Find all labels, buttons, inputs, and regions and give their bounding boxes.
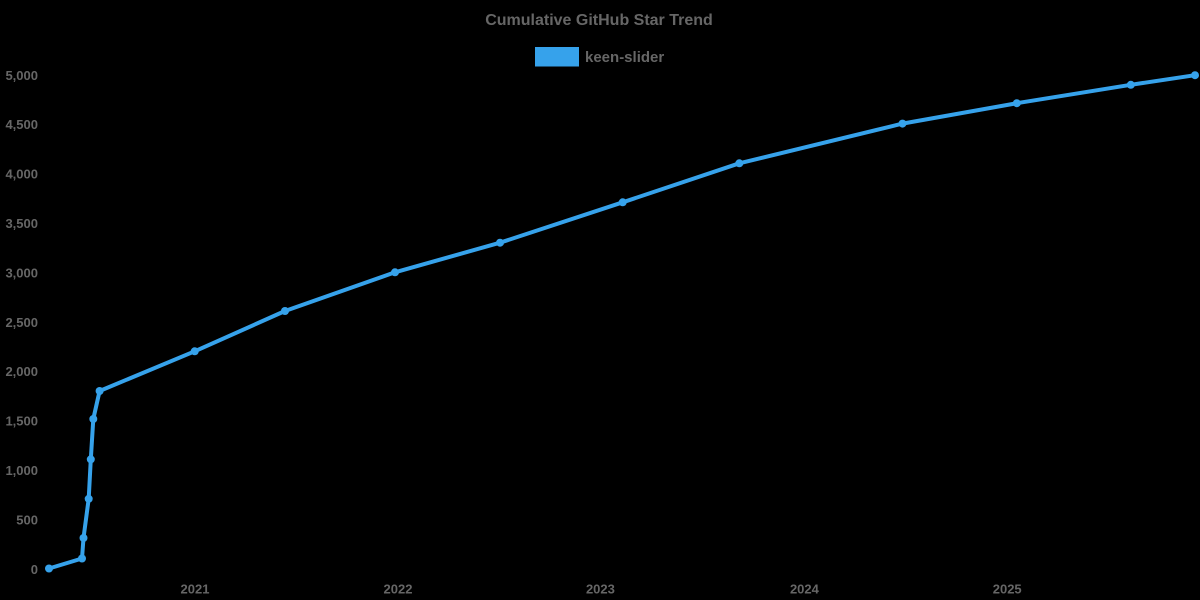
svg-text:4,000: 4,000 — [5, 167, 38, 182]
svg-text:2021: 2021 — [181, 581, 210, 596]
svg-text:1,000: 1,000 — [5, 463, 38, 478]
svg-text:Cumulative GitHub Star Trend: Cumulative GitHub Star Trend — [485, 12, 713, 29]
svg-text:2,000: 2,000 — [5, 364, 38, 379]
svg-text:2023: 2023 — [586, 581, 615, 596]
svg-text:2025: 2025 — [993, 581, 1022, 596]
svg-text:2024: 2024 — [790, 581, 820, 596]
svg-text:1,500: 1,500 — [5, 414, 38, 429]
svg-text:3,500: 3,500 — [5, 216, 38, 231]
svg-text:0: 0 — [31, 562, 38, 577]
svg-text:keen-slider: keen-slider — [585, 49, 664, 66]
svg-text:5,000: 5,000 — [5, 68, 38, 83]
svg-text:2,500: 2,500 — [5, 315, 38, 330]
svg-text:500: 500 — [16, 512, 38, 527]
svg-text:3,000: 3,000 — [5, 265, 38, 280]
svg-text:2022: 2022 — [384, 581, 413, 596]
svg-text:4,500: 4,500 — [5, 117, 38, 132]
